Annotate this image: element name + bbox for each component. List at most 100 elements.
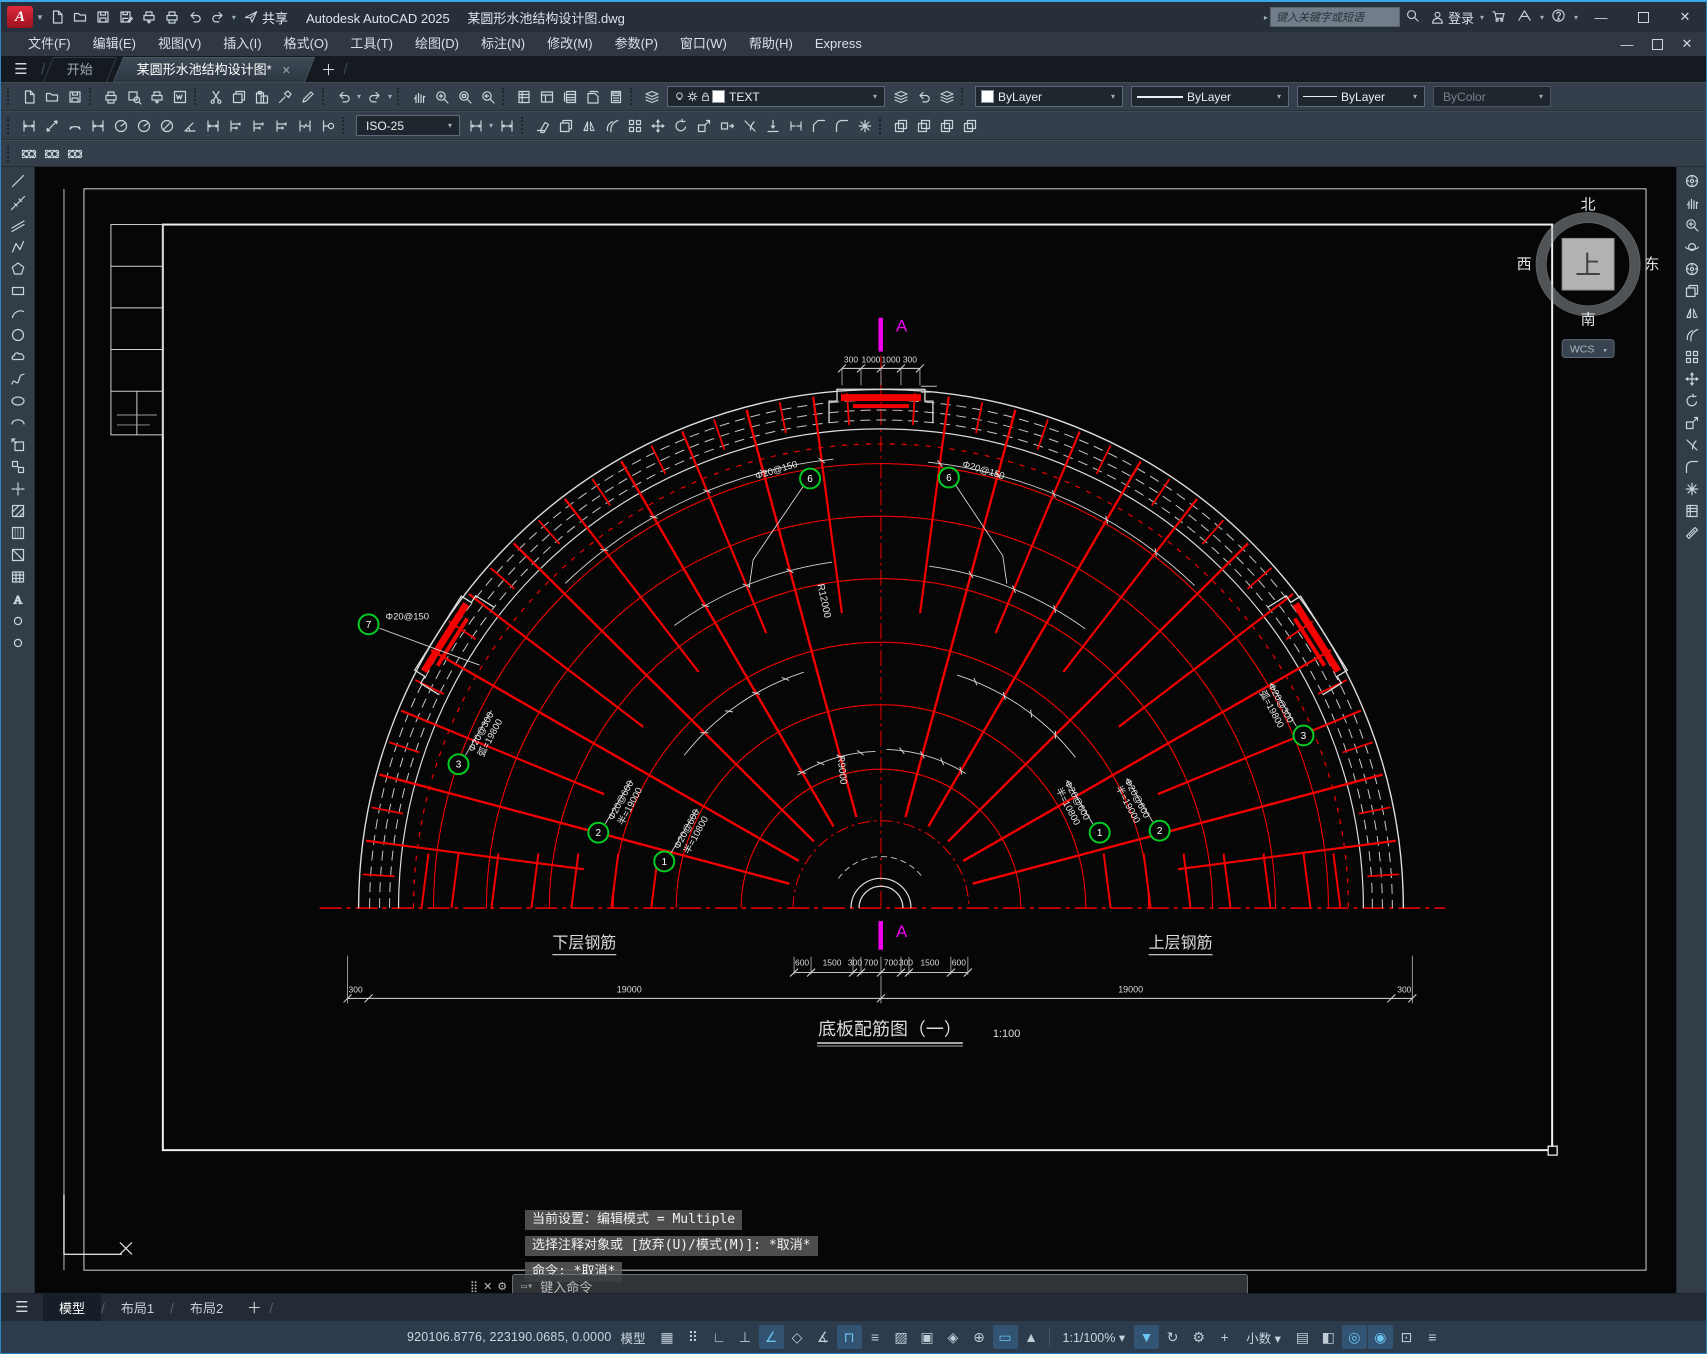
region-icon[interactable]: [6, 544, 29, 565]
plot-icon[interactable]: [138, 6, 161, 27]
layer-states-icon[interactable]: [889, 86, 912, 107]
model-space-button[interactable]: 模型: [620, 1331, 646, 1346]
color-combo-caret-icon[interactable]: ▾: [1111, 92, 1116, 101]
break-icon[interactable]: [784, 115, 807, 136]
offset-icon[interactable]: [1680, 324, 1703, 345]
tool-palettes-icon[interactable]: [558, 86, 581, 107]
dimension-style-icon[interactable]: [495, 115, 518, 136]
tab-layout2[interactable]: 布局2: [190, 1301, 224, 1316]
print-icon[interactable]: [161, 6, 184, 27]
rotate-icon[interactable]: [669, 115, 692, 136]
menu-item-11[interactable]: 窗口(W): [679, 36, 727, 51]
selection-cycling-icon[interactable]: ▣: [920, 1328, 934, 1345]
lineweight-combo[interactable]: ByLayer ▾: [1297, 86, 1426, 107]
create-block-icon[interactable]: [6, 456, 29, 477]
command-grip-icon[interactable]: ⣿: [470, 1280, 479, 1293]
zoom-realtime-icon[interactable]: [1680, 214, 1703, 235]
erase-icon[interactable]: [531, 115, 554, 136]
search-input[interactable]: 键入关键字或短语: [1269, 7, 1400, 27]
search-type-icon[interactable]: ▸: [1263, 12, 1268, 22]
design-center-icon[interactable]: [535, 86, 558, 107]
menu-item-5[interactable]: 格式(O): [283, 36, 329, 51]
dimension-update-icon[interactable]: [464, 115, 487, 136]
quick-properties-icon[interactable]: ▤: [1295, 1328, 1309, 1345]
plot-icon[interactable]: [145, 86, 168, 107]
extend-icon[interactable]: [761, 115, 784, 136]
calculator-icon[interactable]: [604, 86, 627, 107]
linear-dimension-icon[interactable]: [17, 115, 40, 136]
autoscale-icon[interactable]: ↻: [1166, 1328, 1179, 1345]
snap-mode-icon[interactable]: ⠿: [687, 1328, 699, 1345]
save-icon[interactable]: [92, 6, 115, 27]
mirror-icon[interactable]: [577, 115, 600, 136]
orbit-icon[interactable]: [1680, 236, 1703, 257]
menu-item-12[interactable]: 帮助(H): [748, 36, 793, 51]
chamfer-icon[interactable]: [807, 115, 830, 136]
menu-item-2[interactable]: 编辑(E): [92, 36, 136, 51]
new-layout-button[interactable]: ＋: [246, 1300, 262, 1317]
menu-item-4[interactable]: 插入(I): [223, 36, 262, 51]
object-isolate-icon[interactable]: ◎: [1341, 1325, 1367, 1349]
measure-icon[interactable]: [1680, 522, 1703, 543]
search-icon[interactable]: [1400, 8, 1426, 26]
draw-order-icon[interactable]: [889, 115, 912, 136]
doc-restore-button[interactable]: [1642, 32, 1672, 56]
radius-dimension-icon[interactable]: [109, 115, 132, 136]
dropdown-caret-icon[interactable]: ▾: [388, 92, 393, 101]
menu-item-13[interactable]: Express: [814, 36, 862, 51]
dwf-export-icon[interactable]: [168, 86, 191, 107]
arc-icon[interactable]: [6, 302, 29, 323]
annotation-scale-button[interactable]: 1:1/100% ▾: [1062, 1330, 1126, 1345]
trim-icon[interactable]: [738, 115, 761, 136]
construction-line-icon[interactable]: [6, 192, 29, 213]
move-icon[interactable]: [646, 115, 669, 136]
lineweight-combo-caret-icon[interactable]: ▾: [1413, 92, 1418, 101]
object-snap-icon[interactable]: ⊓: [836, 1325, 862, 1349]
dim-style-caret-icon[interactable]: ▾: [447, 121, 452, 130]
tab-start[interactable]: 开始: [43, 57, 118, 82]
menu-item-6[interactable]: 工具(T): [350, 36, 393, 51]
undo-icon[interactable]: [332, 86, 355, 107]
menu-item-10[interactable]: 参数(P): [614, 36, 658, 51]
tab-close-icon[interactable]: ✕: [281, 65, 292, 77]
line-icon[interactable]: [6, 170, 29, 191]
move-icon[interactable]: [1680, 368, 1703, 389]
share-button[interactable]: 共享: [244, 8, 288, 27]
lock-ui-icon[interactable]: ◧: [1321, 1328, 1335, 1345]
tab-layout1[interactable]: 布局1: [120, 1301, 155, 1316]
ellipse-icon[interactable]: [6, 390, 29, 411]
multiline-icon[interactable]: [6, 214, 29, 235]
linetype-combo[interactable]: ByLayer ▾: [1131, 86, 1290, 107]
color-combo[interactable]: ByLayer ▾: [975, 86, 1124, 107]
gradient-icon[interactable]: [6, 522, 29, 543]
chevron-down-icon[interactable]: ▼: [36, 12, 44, 22]
table-icon[interactable]: [6, 566, 29, 587]
redo-icon[interactable]: [207, 6, 230, 27]
layer-combo[interactable]: TEXT ▾: [667, 86, 886, 107]
help-icon[interactable]: [1546, 8, 1572, 26]
rectangle-icon[interactable]: [6, 280, 29, 301]
annotation-monitor-icon[interactable]: ▲: [1024, 1329, 1038, 1345]
customization-icon[interactable]: ≡: [1428, 1329, 1437, 1345]
layout-menu-icon[interactable]: ☰: [15, 1299, 29, 1316]
zoom-realtime-icon[interactable]: [430, 86, 453, 107]
jogged-dimension-icon[interactable]: [132, 115, 155, 136]
trim-icon[interactable]: [1680, 434, 1703, 455]
minimize-button[interactable]: —: [1594, 9, 1608, 25]
point-icon[interactable]: [6, 478, 29, 499]
group-edit-icon[interactable]: [63, 143, 86, 164]
copy-icon[interactable]: [1680, 280, 1703, 301]
autocad-logo-icon[interactable]: A: [7, 6, 33, 28]
tolerance-icon[interactable]: [316, 115, 339, 136]
multiline-text-icon[interactable]: A: [6, 588, 29, 609]
new-file-icon[interactable]: [46, 6, 69, 27]
workspace-gear-icon[interactable]: ⚙: [1192, 1328, 1205, 1345]
tab-model[interactable]: 模型: [43, 1294, 102, 1321]
scale-icon[interactable]: [692, 115, 715, 136]
tab-document[interactable]: 某圆形水池结构设计图* ✕: [113, 57, 316, 82]
dimension-break-icon[interactable]: [293, 115, 316, 136]
layer-walk-icon[interactable]: [935, 86, 958, 107]
close-button[interactable]: ✕: [1679, 9, 1691, 24]
dropdown-caret-icon[interactable]: ▾: [357, 92, 362, 101]
annotation-visibility-icon[interactable]: ▼: [1134, 1325, 1160, 1349]
